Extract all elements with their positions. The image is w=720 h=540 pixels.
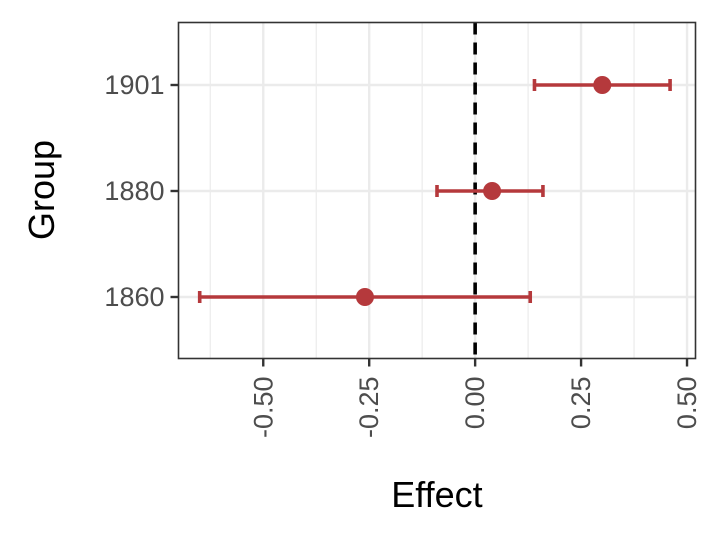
- data-marks: [197, 76, 672, 306]
- y-axis-title: Group: [21, 140, 62, 240]
- point-estimate-1880: [483, 182, 502, 200]
- point-estimate-1901: [593, 76, 612, 94]
- y-axis-ticks: 1860 1880 1901: [104, 70, 179, 312]
- x-axis-ticks: -0.50 -0.25 0.00 0.25 0.50: [248, 358, 702, 439]
- x-tick-label: 0.00: [460, 377, 490, 430]
- x-tick-label: -0.25: [354, 377, 384, 439]
- y-tick-label: 1880: [104, 176, 164, 206]
- y-tick-label: 1901: [104, 70, 164, 100]
- x-tick-label: 0.50: [672, 377, 702, 430]
- y-tick-label: 1860: [104, 282, 164, 312]
- x-tick-label: -0.50: [248, 377, 278, 439]
- x-axis-title: Effect: [391, 474, 482, 515]
- point-estimate-1860: [355, 288, 374, 306]
- x-tick-label: 0.25: [566, 377, 596, 430]
